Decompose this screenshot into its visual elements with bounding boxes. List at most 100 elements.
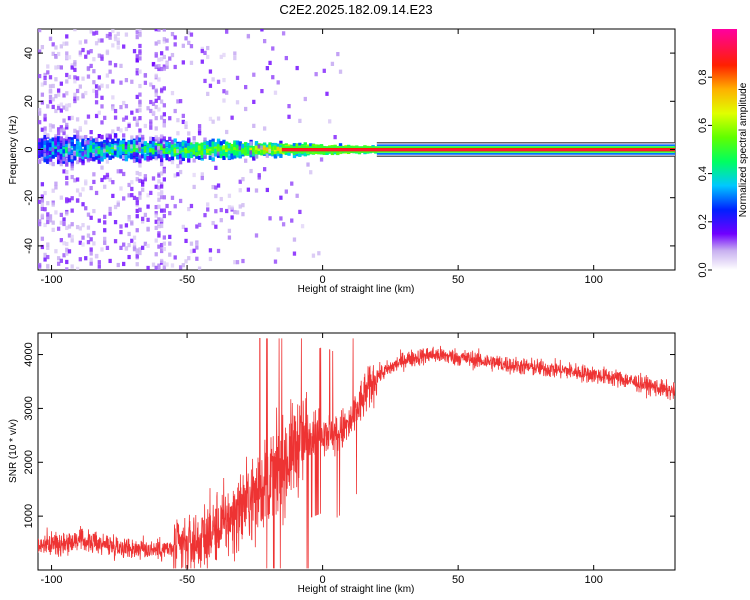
heatmap-cell bbox=[81, 223, 85, 228]
heatmap-cell bbox=[124, 104, 129, 109]
heatmap-cell bbox=[108, 206, 112, 212]
heatmap-cell bbox=[260, 29, 264, 32]
heatmap-cell bbox=[70, 139, 74, 145]
heatmap-cell bbox=[203, 50, 207, 56]
heatmap-cell bbox=[238, 148, 242, 153]
heatmap-cell bbox=[92, 230, 96, 236]
heatmap-cell bbox=[65, 79, 69, 84]
heatmap-cell bbox=[40, 182, 45, 187]
heatmap-cell bbox=[195, 147, 199, 152]
heatmap-cell bbox=[249, 150, 253, 155]
heatmap-cell bbox=[62, 149, 66, 154]
heatmap-cell bbox=[67, 198, 72, 203]
heatmap-cell bbox=[157, 57, 161, 62]
heatmap-cell bbox=[157, 192, 161, 197]
snr-xtick-label: -50 bbox=[179, 574, 195, 586]
heatmap-cell bbox=[149, 136, 153, 141]
heatmap-cell bbox=[130, 186, 134, 192]
heatmap-cell bbox=[238, 179, 242, 184]
heatmap-cell bbox=[157, 146, 161, 151]
heatmap-cell bbox=[214, 152, 218, 157]
heatmap-cell bbox=[73, 60, 77, 65]
heatmap-cell bbox=[265, 66, 270, 71]
heatmap-cell bbox=[149, 121, 153, 126]
heatmap-cell bbox=[65, 259, 69, 265]
heatmap-cell bbox=[43, 152, 47, 157]
heatmap-cell bbox=[138, 103, 142, 108]
heatmap-cell bbox=[241, 177, 245, 182]
heatmap-cell bbox=[43, 147, 47, 152]
heatmap-cell bbox=[162, 152, 166, 157]
heatmap-cell bbox=[116, 262, 120, 268]
heatmap-cell bbox=[173, 204, 177, 209]
heatmap-cell bbox=[206, 54, 210, 60]
heatmap-cell bbox=[124, 157, 129, 162]
heatmap-cell bbox=[317, 251, 321, 256]
heatmap-cell bbox=[216, 139, 221, 144]
heatmap-cell bbox=[262, 167, 267, 172]
heatmap-cell bbox=[181, 144, 185, 149]
heatmap-cell bbox=[84, 150, 88, 155]
spectrogram-ticks: -100 -50 0 50 100 -40 -20 0 20 40 bbox=[23, 29, 675, 286]
heatmap-cell bbox=[311, 143, 316, 149]
heatmap-cell bbox=[211, 220, 215, 226]
heatmap-cell bbox=[262, 147, 267, 152]
heatmap-cell bbox=[38, 150, 42, 155]
heatmap-cell bbox=[43, 134, 47, 140]
heatmap-cell bbox=[46, 151, 50, 156]
heatmap-cell bbox=[75, 224, 80, 230]
heatmap-cell bbox=[86, 140, 91, 145]
heatmap-cell bbox=[113, 36, 118, 42]
heatmap-cell bbox=[67, 233, 72, 238]
heatmap-cell bbox=[51, 147, 55, 152]
heatmap-cell bbox=[143, 123, 148, 129]
heatmap-cell bbox=[119, 147, 123, 152]
heatmap-cell bbox=[189, 147, 194, 152]
heatmap-cell bbox=[97, 218, 101, 223]
heatmap-cell bbox=[241, 149, 245, 154]
heatmap-cell bbox=[111, 43, 115, 48]
heatmap-cell bbox=[97, 133, 101, 139]
heatmap-cell bbox=[168, 143, 172, 149]
heatmap-cell bbox=[73, 156, 77, 161]
heatmap-cell bbox=[273, 142, 278, 148]
heatmap-cell bbox=[225, 142, 229, 147]
heatmap-cell bbox=[122, 261, 126, 267]
heatmap-cell bbox=[59, 125, 63, 130]
heatmap-cell bbox=[303, 152, 307, 157]
heatmap-cell bbox=[89, 63, 93, 69]
heatmap-cell bbox=[100, 54, 104, 59]
heatmap-cell bbox=[154, 219, 158, 224]
heatmap-cell bbox=[73, 98, 77, 104]
heatmap-cell bbox=[43, 117, 47, 122]
heatmap-cell bbox=[162, 37, 166, 42]
heatmap-cell bbox=[262, 142, 267, 147]
heatmap-cell bbox=[233, 209, 237, 215]
heatmap-cell bbox=[200, 46, 204, 51]
heatmap-cell bbox=[154, 210, 158, 216]
heatmap-cell bbox=[89, 147, 93, 152]
heatmap-cell bbox=[135, 228, 139, 233]
heatmap-cell bbox=[227, 147, 232, 152]
heatmap-cell bbox=[138, 143, 142, 148]
heatmap-cell bbox=[257, 173, 261, 178]
heatmap-cell bbox=[113, 219, 118, 225]
heatmap-cell bbox=[254, 142, 259, 147]
heatmap-cell bbox=[59, 65, 63, 70]
heatmap-cell bbox=[238, 188, 242, 193]
heatmap-cell bbox=[298, 142, 302, 147]
heatmap-cell bbox=[48, 214, 53, 219]
heatmap-cell bbox=[271, 151, 275, 156]
heatmap-cell bbox=[214, 142, 218, 147]
heatmap-cell bbox=[40, 92, 45, 97]
heatmap-cell bbox=[54, 108, 58, 114]
heatmap-cell bbox=[295, 193, 299, 198]
heatmap-cell bbox=[195, 245, 199, 250]
heatmap-cell bbox=[157, 29, 161, 32]
heatmap-cell bbox=[162, 144, 166, 149]
heatmap-cell bbox=[162, 66, 166, 71]
heatmap-cell bbox=[254, 188, 259, 193]
heatmap-cell bbox=[65, 134, 69, 139]
heatmap-cell bbox=[40, 156, 45, 162]
heatmap-cell bbox=[141, 148, 145, 153]
